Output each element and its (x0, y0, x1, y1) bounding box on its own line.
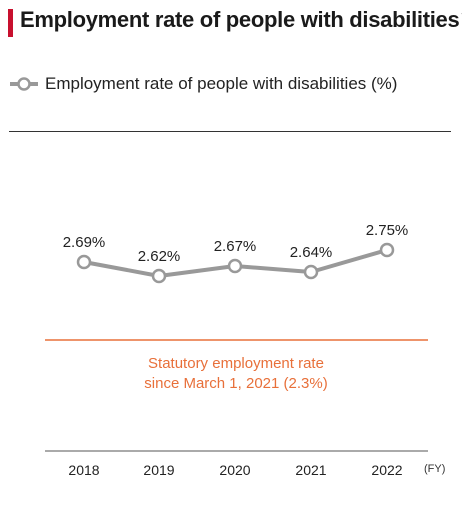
x-tick-label: 2021 (295, 462, 326, 478)
data-label: 2.69% (63, 234, 106, 251)
legend-line-marker-icon (10, 77, 38, 91)
x-tick-label: 2019 (143, 462, 174, 478)
header-divider (9, 131, 451, 132)
chart-title: Employment rate of people with disabilit… (20, 7, 462, 33)
legend: Employment rate of people with disabilit… (9, 72, 397, 96)
data-point (227, 258, 243, 274)
reference-label-line1: Statutory employment rate (148, 355, 324, 372)
data-point (379, 242, 395, 258)
data-point (303, 264, 319, 280)
reference-label-line2: since March 1, 2021 (2.3%) (144, 375, 327, 392)
data-point (76, 254, 92, 270)
x-tick-label: 2018 (68, 462, 99, 478)
title-accent-bar (8, 9, 13, 37)
data-label: 2.75% (366, 222, 409, 239)
x-tick-label: 2022 (371, 462, 402, 478)
data-point (151, 268, 167, 284)
data-label: 2.64% (290, 244, 333, 261)
x-tick-label: 2020 (219, 462, 250, 478)
x-axis-unit: (FY) (424, 463, 446, 475)
legend-label: Employment rate of people with disabilit… (45, 74, 398, 93)
data-label: 2.67% (214, 238, 257, 255)
data-label: 2.62% (138, 248, 181, 265)
